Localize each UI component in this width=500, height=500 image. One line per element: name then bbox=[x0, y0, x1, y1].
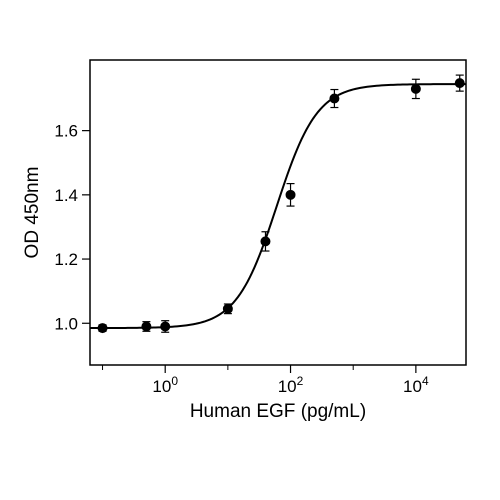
data-point bbox=[142, 322, 151, 331]
plot-frame bbox=[90, 60, 466, 365]
x-axis-label: Human EGF (pg/mL) bbox=[190, 401, 366, 422]
data-point bbox=[261, 237, 270, 246]
y-tick-label: 1.6 bbox=[54, 122, 78, 141]
data-point bbox=[455, 79, 464, 88]
x-tick-label: 104 bbox=[403, 374, 429, 396]
x-tick-label: 102 bbox=[278, 374, 304, 396]
data-point bbox=[411, 84, 420, 93]
x-tick-label: 100 bbox=[152, 374, 178, 396]
dose-response-chart: 100 102 104 1.0 1.2 1.4 1.6 Human EGF (pg/mL) OD… bbox=[0, 0, 500, 500]
data-point bbox=[161, 322, 170, 331]
data-point bbox=[330, 94, 339, 103]
y-tick-label: 1.2 bbox=[54, 250, 78, 269]
data-point bbox=[286, 190, 295, 199]
data-point bbox=[223, 304, 232, 313]
y-tick-label: 1.4 bbox=[54, 186, 78, 205]
fit-curve bbox=[90, 84, 466, 328]
data-point bbox=[98, 324, 107, 333]
y-tick-label: 1.0 bbox=[54, 314, 78, 333]
y-axis-label: OD 450nm bbox=[22, 167, 43, 259]
chart-container: 100 102 104 1.0 1.2 1.4 1.6 Human EGF (pg/mL) OD… bbox=[0, 0, 500, 500]
